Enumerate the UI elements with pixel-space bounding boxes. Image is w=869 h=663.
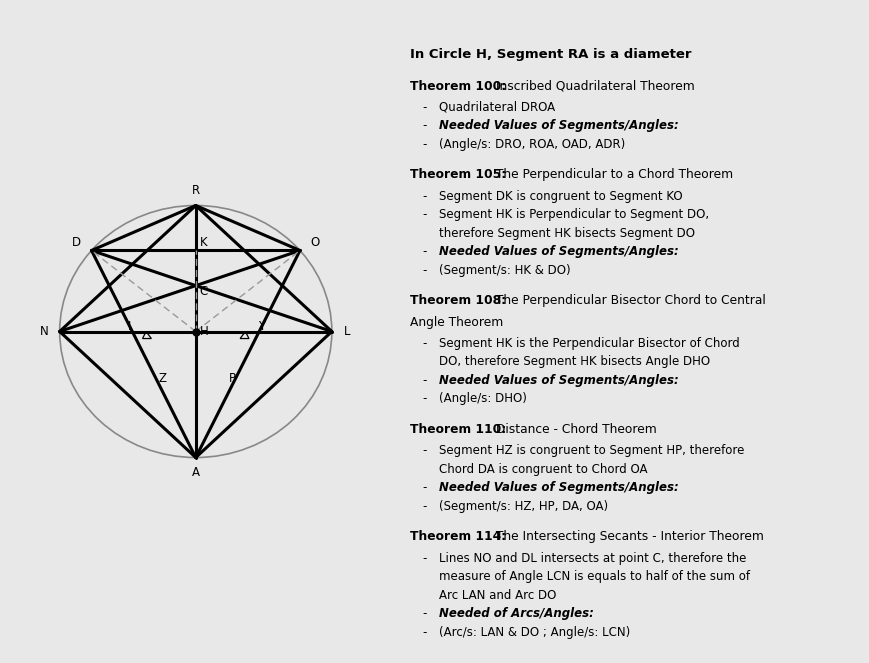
Text: Angle Theorem: Angle Theorem	[409, 316, 503, 329]
Text: A: A	[191, 466, 200, 479]
Text: therefore Segment HK bisects Segment DO: therefore Segment HK bisects Segment DO	[438, 227, 693, 240]
Text: L: L	[343, 325, 350, 338]
Text: Z: Z	[158, 372, 166, 385]
Text: -: -	[421, 500, 426, 513]
Text: Theorem 114:: Theorem 114:	[409, 530, 506, 544]
Text: -: -	[421, 392, 426, 406]
Text: Quadrilateral DROA: Quadrilateral DROA	[438, 101, 554, 114]
Text: -: -	[421, 481, 426, 495]
Text: -: -	[421, 626, 426, 639]
Text: Segment DK is congruent to Segment KO: Segment DK is congruent to Segment KO	[438, 190, 681, 203]
Text: -: -	[421, 101, 426, 114]
Text: Inscribed Quadrilateral Theorem: Inscribed Quadrilateral Theorem	[491, 80, 693, 93]
Text: O: O	[310, 237, 320, 249]
Text: -: -	[421, 264, 426, 277]
Text: Lines NO and DL intersects at point C, therefore the: Lines NO and DL intersects at point C, t…	[438, 552, 745, 565]
Text: Needed Values of Segments/Angles:: Needed Values of Segments/Angles:	[438, 374, 678, 387]
Text: (Arc/s: LAN & DO ; Angle/s: LCN): (Arc/s: LAN & DO ; Angle/s: LCN)	[438, 626, 629, 639]
Text: -: -	[421, 607, 426, 621]
Text: D: D	[72, 237, 81, 249]
Text: Segment HK is Perpendicular to Segment DO,: Segment HK is Perpendicular to Segment D…	[438, 208, 708, 221]
Text: -: -	[421, 119, 426, 133]
Text: -: -	[421, 245, 426, 259]
Text: -: -	[421, 337, 426, 350]
Text: Needed of Arcs/Angles:: Needed of Arcs/Angles:	[438, 607, 593, 621]
Text: -: -	[421, 552, 426, 565]
Text: (Angle/s: DRO, ROA, OAD, ADR): (Angle/s: DRO, ROA, OAD, ADR)	[438, 138, 624, 151]
Text: N: N	[40, 325, 49, 338]
Text: Theorem 108:: Theorem 108:	[409, 294, 506, 308]
Text: In Circle H, Segment RA is a diameter: In Circle H, Segment RA is a diameter	[409, 48, 691, 61]
Text: -: -	[421, 190, 426, 203]
Text: Y: Y	[258, 320, 265, 333]
Text: I: I	[128, 320, 131, 333]
Text: P: P	[229, 372, 235, 385]
Text: Arc LAN and Arc DO: Arc LAN and Arc DO	[438, 589, 555, 602]
Text: Theorem 100:: Theorem 100:	[409, 80, 506, 93]
Text: Needed Values of Segments/Angles:: Needed Values of Segments/Angles:	[438, 245, 678, 259]
Text: DO, therefore Segment HK bisects Angle DHO: DO, therefore Segment HK bisects Angle D…	[438, 355, 709, 369]
Text: Theorem 110:: Theorem 110:	[409, 423, 506, 436]
Text: measure of Angle LCN is equals to half of the sum of: measure of Angle LCN is equals to half o…	[438, 570, 749, 583]
Text: -: -	[421, 138, 426, 151]
Text: Distance - Chord Theorem: Distance - Chord Theorem	[491, 423, 656, 436]
Text: Segment HK is the Perpendicular Bisector of Chord: Segment HK is the Perpendicular Bisector…	[438, 337, 739, 350]
Text: The Perpendicular to a Chord Theorem: The Perpendicular to a Chord Theorem	[491, 168, 732, 182]
Text: Needed Values of Segments/Angles:: Needed Values of Segments/Angles:	[438, 119, 678, 133]
Text: H: H	[200, 325, 209, 338]
Text: -: -	[421, 374, 426, 387]
Text: Chord DA is congruent to Chord OA: Chord DA is congruent to Chord OA	[438, 463, 647, 476]
Text: K: K	[199, 237, 207, 249]
Text: C: C	[199, 284, 207, 298]
Text: (Segment/s: HZ, HP, DA, OA): (Segment/s: HZ, HP, DA, OA)	[438, 500, 607, 513]
Text: The Intersecting Secants - Interior Theorem: The Intersecting Secants - Interior Theo…	[491, 530, 763, 544]
Text: R: R	[191, 184, 200, 197]
Text: Segment HZ is congruent to Segment HP, therefore: Segment HZ is congruent to Segment HP, t…	[438, 444, 743, 457]
Text: -: -	[421, 444, 426, 457]
Text: The Perpendicular Bisector Chord to Central: The Perpendicular Bisector Chord to Cent…	[491, 294, 765, 308]
Text: Theorem 105:: Theorem 105:	[409, 168, 506, 182]
Text: -: -	[421, 208, 426, 221]
Text: (Angle/s: DHO): (Angle/s: DHO)	[438, 392, 526, 406]
Text: Needed Values of Segments/Angles:: Needed Values of Segments/Angles:	[438, 481, 678, 495]
Text: (Segment/s: HK & DO): (Segment/s: HK & DO)	[438, 264, 569, 277]
